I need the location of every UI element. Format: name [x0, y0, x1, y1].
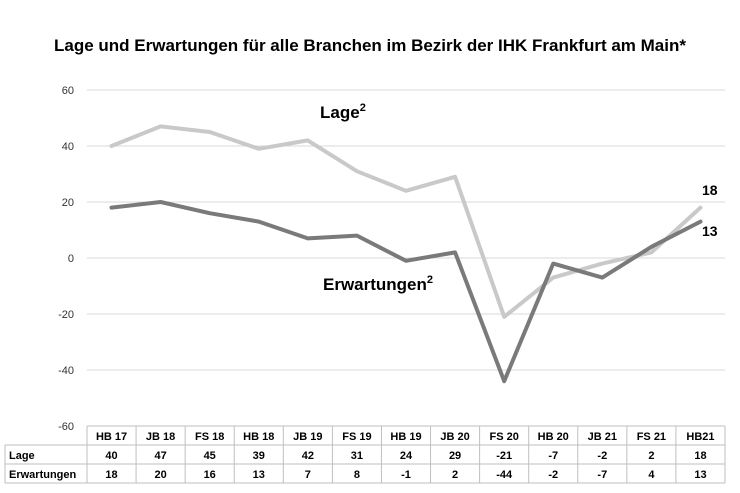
table-cell: 20 [154, 469, 166, 481]
table-cell: 39 [253, 450, 265, 462]
table-cell: 18 [694, 450, 706, 462]
table-cell: 45 [204, 450, 216, 462]
series-labels: Lage2 Erwartungen2 18 13 [320, 102, 718, 294]
data-table: HB 17 JB 18 FS 18 HB 18 JB 19 FS 19 HB 19 JB 20… [4, 425, 726, 484]
x-tick-label: FS 18 [195, 431, 224, 443]
table-cell: 47 [154, 450, 166, 462]
table-row-label: Lage [9, 450, 35, 462]
table-cell: 2 [452, 469, 458, 481]
table-cell: 16 [204, 469, 216, 481]
table-cell: 2 [648, 450, 654, 462]
series-line-erwartungen [109, 200, 703, 384]
table-cell: -1 [401, 469, 411, 481]
end-value-label: 13 [702, 223, 718, 239]
x-tick-label: JB 19 [293, 431, 322, 443]
table-cell: 8 [354, 469, 360, 481]
table-cell: -2 [597, 450, 607, 462]
series-label-lage: Lage2 [320, 102, 366, 122]
table-cell: 18 [105, 469, 117, 481]
end-value-label: 18 [702, 182, 718, 198]
table-cell: 40 [105, 450, 117, 462]
x-tick-label: JB 21 [588, 431, 617, 443]
table-cell: 13 [253, 469, 265, 481]
y-tick-label: -20 [58, 309, 74, 321]
table-cell: 7 [305, 469, 311, 481]
y-tick-label: 40 [62, 141, 74, 153]
y-tick-label: 0 [68, 253, 74, 265]
table-cell: 4 [648, 469, 655, 481]
x-tick-label: HB 18 [243, 431, 274, 443]
table-cell: 31 [351, 450, 363, 462]
table-cell: 13 [694, 469, 706, 481]
table-cell: -7 [597, 469, 607, 481]
x-tick-label: HB21 [686, 431, 714, 443]
y-tick-label: -60 [58, 421, 74, 433]
series-label-erwartungen: Erwartungen2 [323, 274, 433, 294]
x-tick-label: HB 17 [96, 431, 127, 443]
y-tick-label: 20 [62, 197, 74, 209]
table-cell: 42 [302, 450, 314, 462]
table-cell: -2 [548, 469, 558, 481]
table-cell: -44 [496, 469, 513, 481]
table-cell: -7 [548, 450, 558, 462]
table-row-label: Erwartungen [9, 469, 77, 481]
table-cell: 29 [449, 450, 461, 462]
table-cell: 24 [400, 450, 413, 462]
x-tick-label: FS 21 [637, 431, 666, 443]
x-tick-label: FS 20 [489, 431, 518, 443]
x-tick-label: HB 19 [390, 431, 421, 443]
y-tick-label: -40 [58, 365, 74, 377]
table-cell: -21 [496, 450, 512, 462]
x-tick-label: FS 19 [342, 431, 371, 443]
series-line-lage [109, 124, 703, 319]
series-lines [109, 124, 703, 384]
y-axis: 60 40 20 0 -20 -40 -60 [58, 85, 74, 433]
y-tick-label: 60 [62, 85, 74, 97]
chart-title: Lage und Erwartungen für alle Branchen i… [54, 36, 686, 55]
x-tick-label: JB 20 [440, 431, 469, 443]
x-tick-label: JB 18 [146, 431, 175, 443]
x-tick-label: HB 20 [538, 431, 569, 443]
